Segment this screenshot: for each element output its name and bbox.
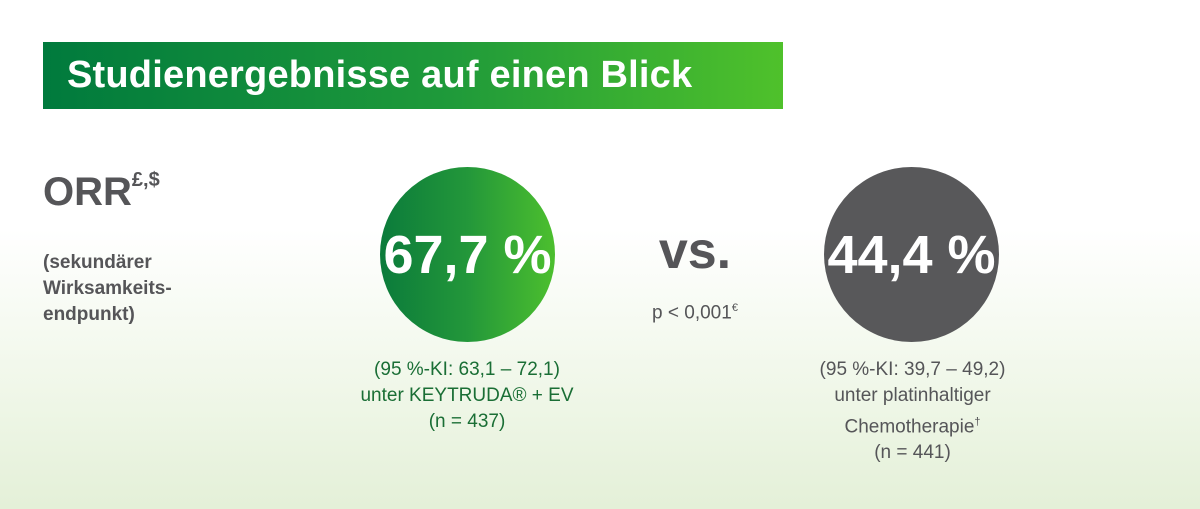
keytruda-ci: (95 %-KI: 63,1 – 72,1): [374, 359, 560, 380]
chemo-ci: (95 %-KI: 39,7 – 49,2): [819, 359, 1006, 380]
keytruda-caption: (95 %-KI: 63,1 – 72,1) unter KEYTRUDA® +…: [327, 357, 607, 435]
keytruda-n: (n = 437): [428, 411, 506, 432]
keytruda-treatment: unter KEYTRUDA® + EV: [360, 385, 574, 406]
vs-label: vs.: [658, 222, 732, 280]
metric-description-line: (sekundärer: [43, 252, 152, 273]
chemo-treatment-line1: unter platinhaltiger: [834, 385, 991, 406]
metric-description: (sekundärer Wirksamkeits- endpunkt): [43, 250, 243, 328]
metric-name: ORR: [43, 170, 132, 214]
chemo-result-circle: 44,4 %: [824, 167, 999, 342]
chemo-treatment-line2-row: Chemotherapie†: [770, 409, 1055, 440]
keytruda-result-circle: 67,7 %: [380, 167, 555, 342]
metric-label: ORR£,$ (sekundärer Wirksamkeits- endpunk…: [43, 169, 243, 328]
metric-name-line: ORR£,$: [43, 169, 243, 214]
title-banner: Studienergebnisse auf einen Blick: [43, 42, 783, 109]
p-value-text: p < 0,001: [652, 302, 732, 324]
chemo-treatment-line2: Chemotherapie: [844, 416, 975, 438]
chemo-caption: (95 %-KI: 39,7 – 49,2) unter platinhalti…: [770, 357, 1055, 466]
chemo-orr-value: 44,4 %: [827, 224, 996, 285]
metric-description-line: Wirksamkeits-: [43, 278, 172, 299]
chemo-treatment-footnote: †: [974, 416, 981, 428]
p-value: p < 0,001€: [600, 302, 790, 324]
p-value-footnote: €: [731, 302, 738, 314]
chemo-n: (n = 441): [874, 442, 951, 464]
comparison-block: vs. p < 0,001€: [600, 225, 790, 324]
keytruda-orr-value: 67,7 %: [383, 224, 552, 285]
metric-footnote-marks: £,$: [131, 169, 160, 191]
page-title: Studienergebnisse auf einen Blick: [67, 54, 693, 96]
metric-description-line: endpunkt): [43, 304, 135, 325]
